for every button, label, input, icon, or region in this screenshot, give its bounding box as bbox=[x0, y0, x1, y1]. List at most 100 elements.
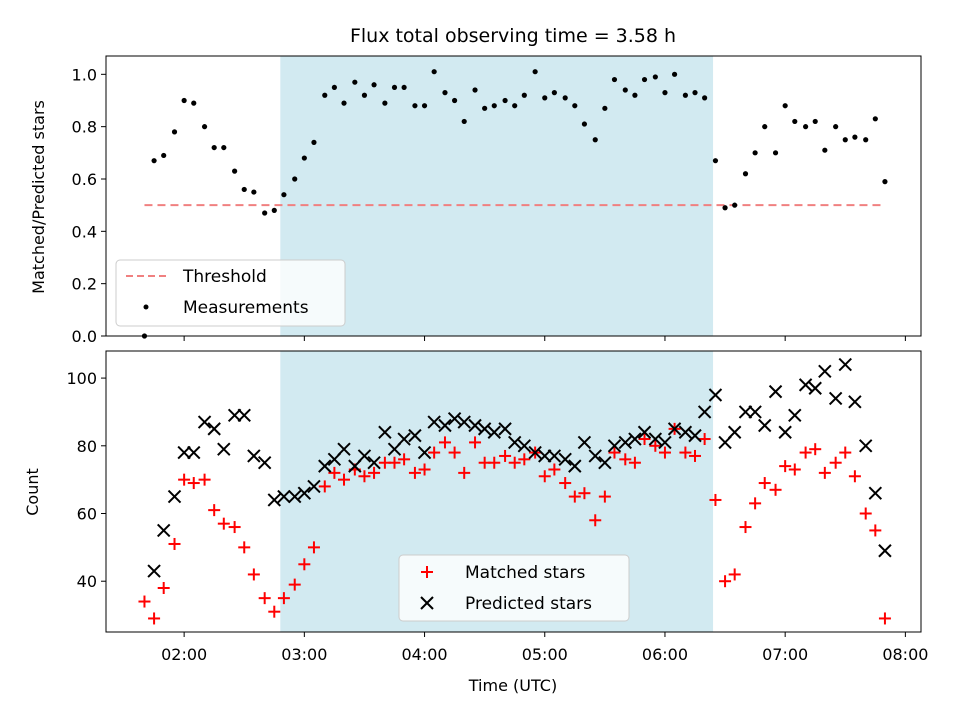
x-tick-label: 08:00 bbox=[882, 645, 928, 664]
predicted-star-marker bbox=[618, 435, 632, 450]
matched-star-marker bbox=[619, 453, 632, 466]
predicted-star-marker bbox=[397, 432, 411, 446]
bottom-chart-panel: 40 60 80 100 02:00 03:00 04:00 05:00 06:00 07:00… bbox=[23, 350, 928, 695]
top-legend: Threshold Measurements bbox=[115, 259, 346, 327]
x-tick-label: 07:00 bbox=[762, 645, 808, 664]
predicted-star-marker bbox=[487, 425, 501, 439]
measurement-point bbox=[882, 179, 888, 185]
x-tick-label: 02:00 bbox=[161, 645, 207, 664]
measurement-point bbox=[702, 95, 708, 101]
matched-star-marker bbox=[749, 497, 762, 510]
measurement-point bbox=[532, 69, 538, 75]
predicted-star-marker bbox=[748, 405, 762, 419]
legend-predicted-label: Predicted stars bbox=[465, 594, 592, 614]
predicted-star-marker bbox=[457, 415, 471, 429]
measurement-point bbox=[671, 71, 678, 77]
measurement-point bbox=[772, 150, 779, 156]
measurement-point bbox=[232, 168, 238, 174]
predicted-star-marker bbox=[697, 405, 712, 419]
predicted-star-marker bbox=[648, 432, 663, 446]
predicted-star-marker bbox=[568, 459, 582, 473]
measurement-point bbox=[792, 118, 798, 125]
matched-star-marker bbox=[538, 470, 551, 483]
measurement-point bbox=[852, 134, 858, 140]
matched-star-marker bbox=[157, 581, 170, 594]
bottom-legend-box bbox=[398, 554, 630, 622]
predicted-star-marker bbox=[778, 425, 792, 439]
measurement-point bbox=[292, 176, 298, 182]
matched-star-marker bbox=[469, 436, 482, 449]
predicted-star-marker bbox=[408, 428, 422, 443]
predicted-star-marker bbox=[667, 422, 682, 436]
measurement-point bbox=[712, 158, 719, 164]
legend-matched-label: Matched stars bbox=[465, 563, 585, 583]
matched-star-marker bbox=[779, 460, 792, 473]
measurement-point bbox=[752, 150, 758, 156]
measurement-point bbox=[281, 192, 287, 198]
predicted-star-marker bbox=[588, 449, 602, 463]
x-tick-label: 06:00 bbox=[642, 645, 688, 664]
matched-star-marker bbox=[187, 477, 200, 490]
predicted-star-marker bbox=[528, 445, 542, 460]
measurement-point bbox=[562, 95, 568, 101]
matched-star-marker bbox=[277, 592, 290, 605]
matched-star-marker bbox=[598, 490, 611, 503]
measurement-point bbox=[412, 103, 418, 109]
matched-star-marker bbox=[318, 480, 331, 493]
predicted-star-marker bbox=[868, 486, 883, 500]
measurement-point bbox=[322, 92, 328, 98]
predicted-star-marker bbox=[788, 408, 802, 423]
top-x-ticks bbox=[183, 336, 906, 341]
y-tick-label: 0.8 bbox=[72, 118, 97, 137]
y-tick-label: 0.6 bbox=[72, 170, 97, 189]
top-legend-box bbox=[115, 259, 346, 327]
predicted-star-marker bbox=[257, 456, 272, 470]
y-tick-label: 0.2 bbox=[72, 275, 97, 294]
matched-star-marker bbox=[238, 541, 251, 554]
measurement-point bbox=[331, 84, 337, 91]
matched-star-marker bbox=[689, 449, 702, 462]
top-chart-panel: 0.0 0.2 0.4 0.6 0.8 1.0 Matched/Predicted sta… bbox=[29, 55, 922, 346]
measurement-point bbox=[431, 69, 437, 75]
matched-star-marker bbox=[388, 456, 401, 469]
matched-star-marker bbox=[307, 541, 320, 554]
predicted-star-marker bbox=[878, 544, 892, 558]
predicted-star-marker bbox=[297, 486, 312, 500]
measurement-point bbox=[652, 74, 658, 80]
measurement-point bbox=[692, 90, 698, 96]
measurement-point bbox=[872, 116, 878, 122]
measurement-point bbox=[271, 207, 277, 213]
matched-star-marker bbox=[408, 466, 421, 479]
predicted-star-marker bbox=[658, 435, 672, 450]
predicted-star-marker bbox=[207, 422, 221, 436]
predicted-star-marker bbox=[318, 459, 332, 473]
predicted-star-marker bbox=[438, 418, 452, 433]
y-tick-label: 80 bbox=[77, 437, 97, 456]
predicted-star-marker bbox=[838, 357, 852, 372]
matched-star-marker bbox=[298, 558, 311, 571]
matched-star-marker bbox=[338, 473, 351, 486]
legend-measurements-label: Measurements bbox=[183, 298, 309, 318]
predicted-star-marker bbox=[708, 388, 723, 402]
matched-star-marker bbox=[608, 446, 621, 459]
matched-star-marker bbox=[719, 575, 732, 588]
predicted-star-marker bbox=[768, 384, 783, 399]
measurement-point bbox=[732, 202, 738, 208]
predicted-star-marker bbox=[427, 415, 441, 429]
matched-star-marker bbox=[488, 456, 501, 469]
legend-threshold-label: Threshold bbox=[182, 267, 267, 287]
y-tick-label: 0.0 bbox=[72, 327, 97, 346]
measurement-point bbox=[803, 124, 809, 130]
predicted-stars-series bbox=[147, 357, 892, 578]
measurement-point bbox=[221, 144, 227, 151]
predicted-star-marker bbox=[277, 489, 291, 504]
matched-star-marker bbox=[628, 456, 641, 469]
y-tick-label: 0.4 bbox=[72, 222, 97, 241]
predicted-star-marker bbox=[858, 439, 873, 453]
y-tick-label: 100 bbox=[66, 369, 97, 388]
matched-star-marker bbox=[398, 453, 411, 466]
matched-star-marker bbox=[328, 466, 341, 479]
predicted-star-marker bbox=[607, 439, 622, 453]
measurement-point bbox=[581, 121, 588, 127]
x-tick-label: 04:00 bbox=[401, 645, 447, 664]
